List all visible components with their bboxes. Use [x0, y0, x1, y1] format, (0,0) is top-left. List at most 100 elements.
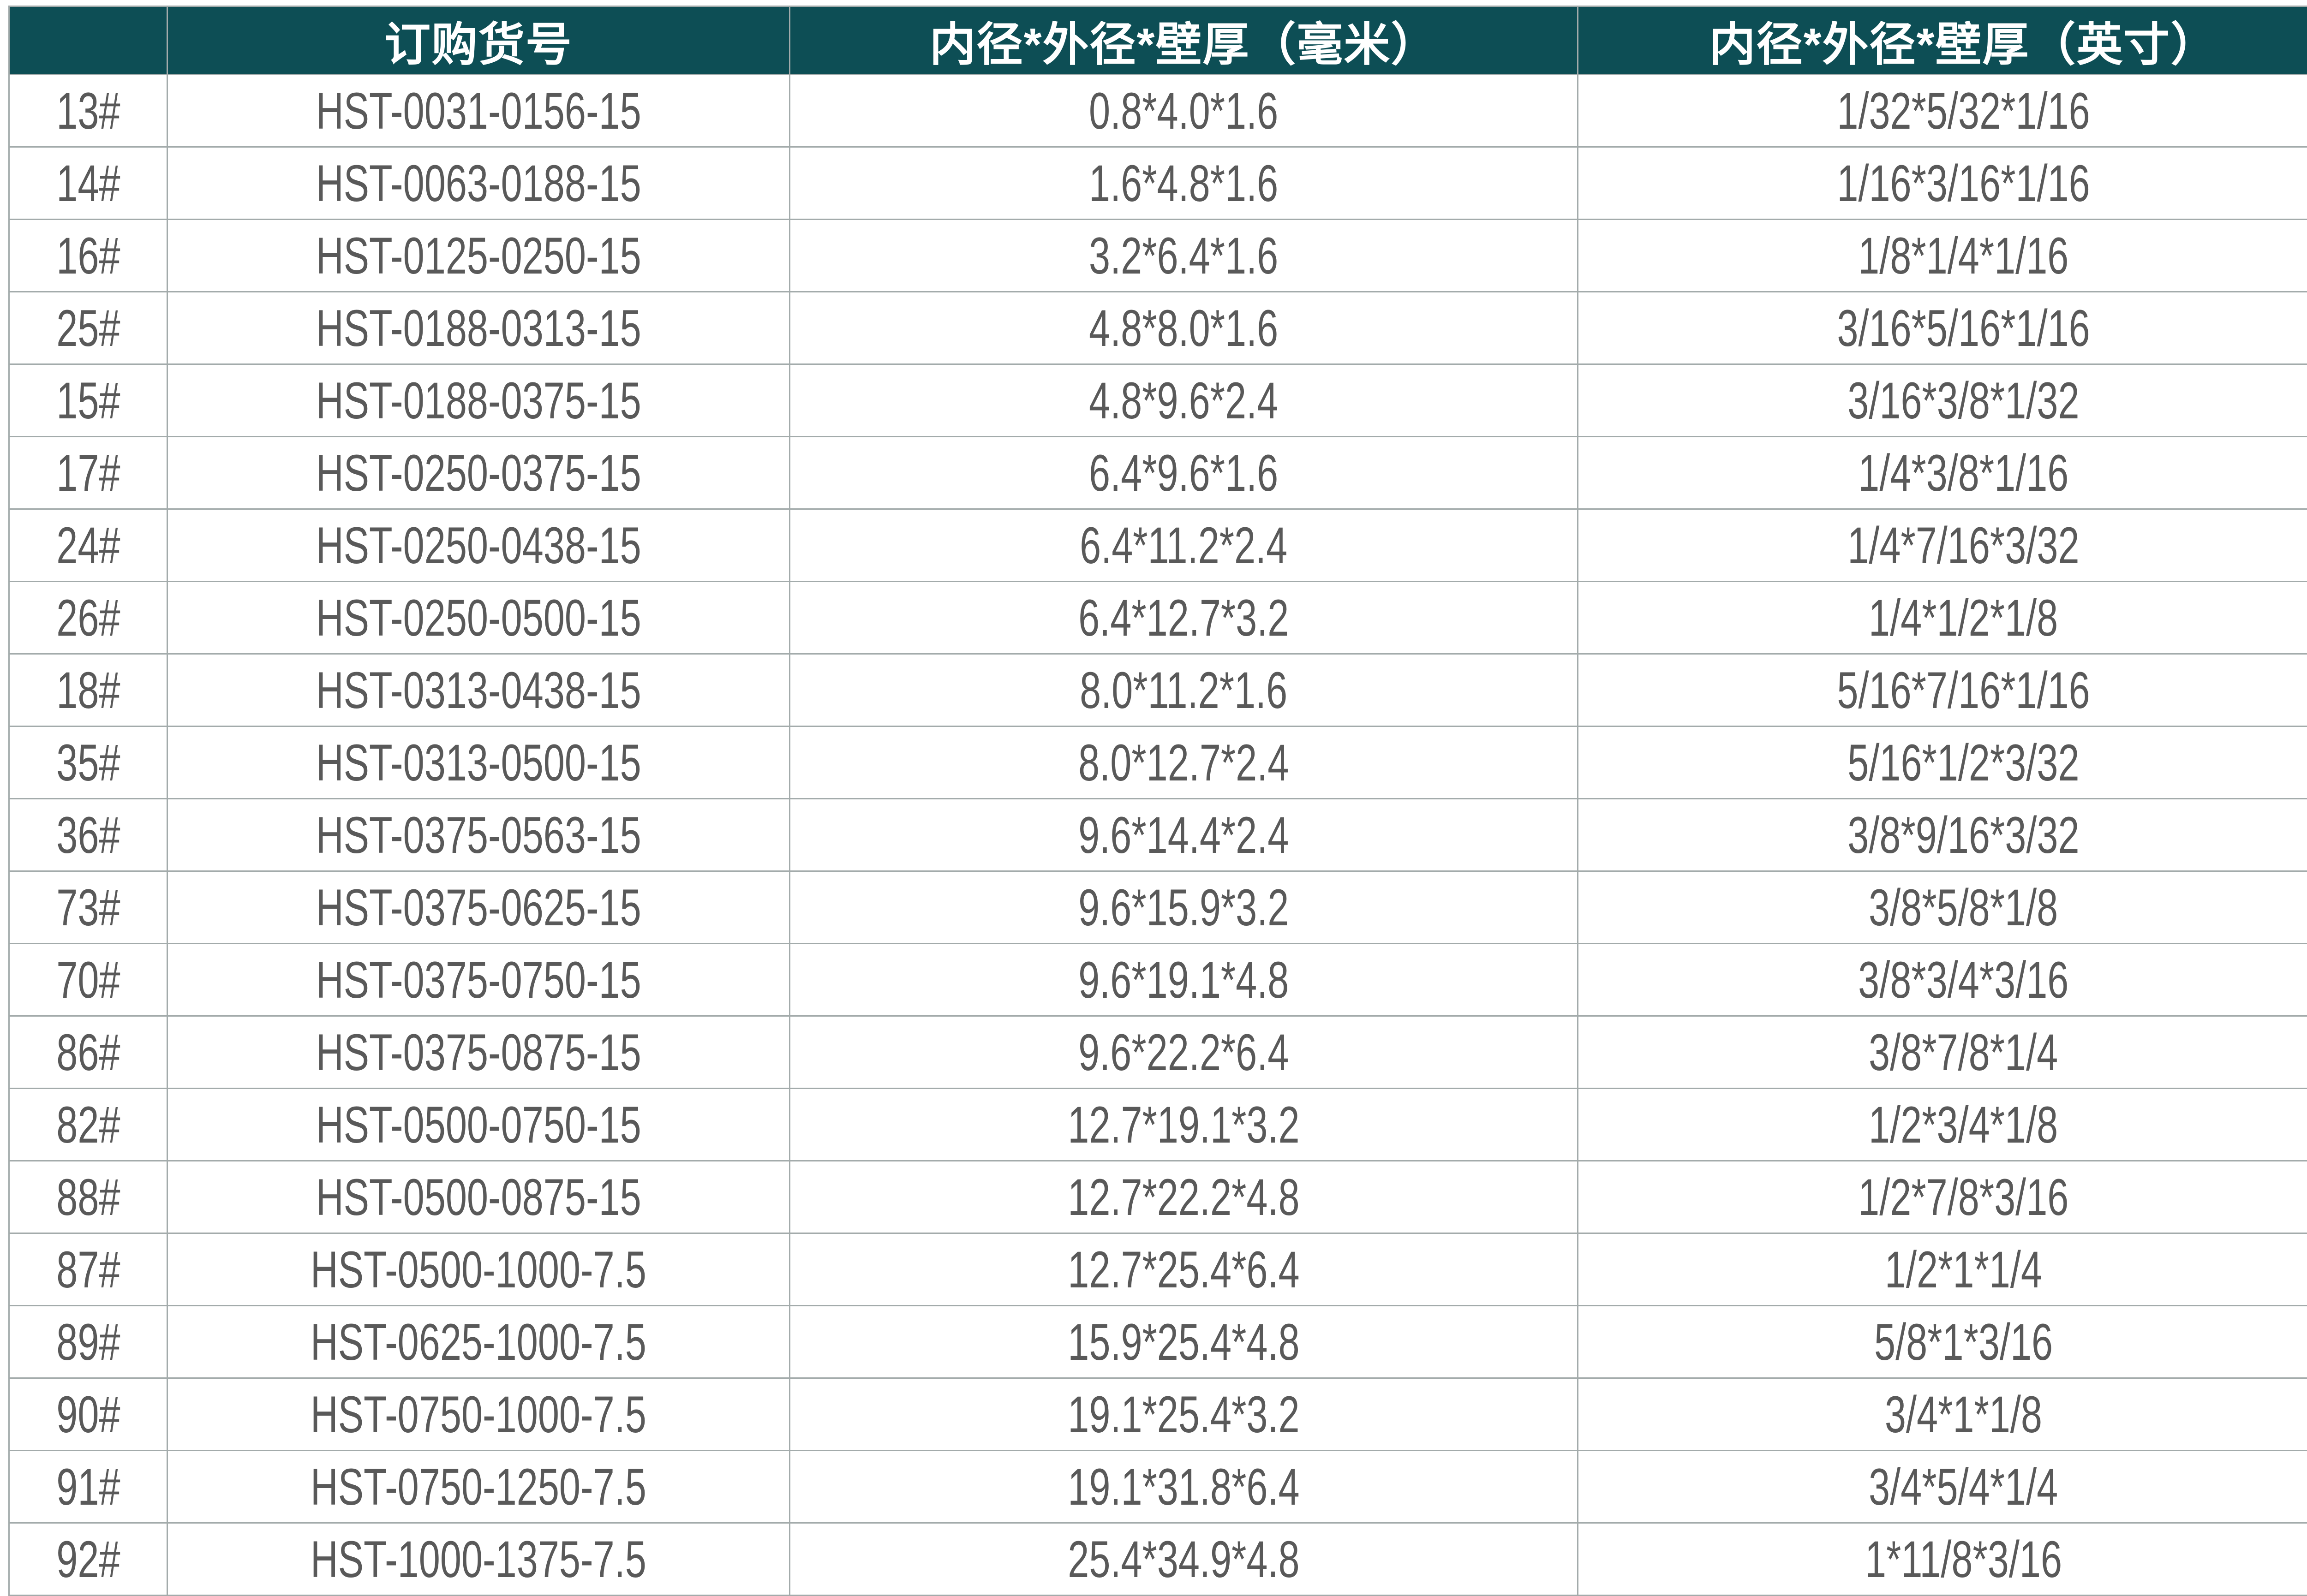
row-id: 90# [56, 1385, 120, 1444]
size-inch-value: 1/4*3/8*1/16 [1858, 443, 2068, 503]
row-id-cell: 73# [9, 871, 167, 944]
size-inch-value: 3/8*5/8*1/8 [1869, 878, 2058, 937]
row-id: 73# [56, 878, 120, 937]
order-code-cell: HST-0313-0500-15 [167, 727, 790, 799]
order-code: HST-0500-0875-15 [316, 1167, 641, 1227]
size-inch-cell: 3/8*5/8*1/8 [1578, 871, 2307, 944]
order-code: HST-0375-0875-15 [316, 1023, 641, 1082]
row-id: 25# [56, 298, 120, 358]
size-mm-value: 0.8*4.0*1.6 [1089, 81, 1278, 141]
size-inch-value: 5/16*7/16*1/16 [1837, 661, 2090, 720]
size-inch-cell: 1*11/8*3/16 [1578, 1523, 2307, 1596]
table-row: 86# HST-0375-0875-15 9.6*22.2*6.4 3/8*7/… [9, 1016, 2307, 1089]
order-code-cell: HST-0250-0438-15 [167, 509, 790, 582]
size-mm-value: 4.8*9.6*2.4 [1089, 371, 1278, 430]
row-id: 82# [56, 1095, 120, 1155]
size-inch-cell: 3/16*3/8*1/32 [1578, 364, 2307, 437]
size-mm-value: 9.6*14.4*2.4 [1078, 805, 1289, 865]
order-code-cell: HST-0125-0250-15 [167, 220, 790, 292]
table-row: 87# HST-0500-1000-7.5 12.7*25.4*6.4 1/2*… [9, 1233, 2307, 1306]
row-id-cell: 88# [9, 1161, 167, 1233]
size-mm-cell: 19.1*25.4*3.2 [790, 1378, 1578, 1451]
column-header-order-code: 订购货号 [167, 6, 790, 75]
size-mm-cell: 8.0*12.7*2.4 [790, 727, 1578, 799]
size-mm-value: 6.4*11.2*2.4 [1080, 516, 1287, 575]
size-mm-value: 1.6*4.8*1.6 [1089, 154, 1278, 213]
size-mm-value: 4.8*8.0*1.6 [1089, 298, 1278, 358]
size-mm-cell: 15.9*25.4*4.8 [790, 1306, 1578, 1378]
size-inch-value: 1/2*1*1/4 [1885, 1240, 2042, 1299]
order-code: HST-0750-1000-7.5 [311, 1385, 646, 1444]
table-row: 91# HST-0750-1250-7.5 19.1*31.8*6.4 3/4*… [9, 1451, 2307, 1523]
row-id-cell: 18# [9, 654, 167, 727]
order-code: HST-0188-0375-15 [316, 371, 641, 430]
size-inch-value: 3/4*5/4*1/4 [1869, 1457, 2058, 1517]
table-row: 90# HST-0750-1000-7.5 19.1*25.4*3.2 3/4*… [9, 1378, 2307, 1451]
table-row: 35# HST-0313-0500-15 8.0*12.7*2.4 5/16*1… [9, 727, 2307, 799]
size-inch-cell: 3/4*1*1/8 [1578, 1378, 2307, 1451]
size-mm-value: 8.0*12.7*2.4 [1078, 733, 1289, 792]
order-code: HST-0375-0750-15 [316, 950, 641, 1010]
row-id-cell: 15# [9, 364, 167, 437]
table-row: 36# HST-0375-0563-15 9.6*14.4*2.4 3/8*9/… [9, 799, 2307, 871]
size-inch-cell: 1/32*5/32*1/16 [1578, 75, 2307, 147]
size-mm-value: 9.6*15.9*3.2 [1078, 878, 1289, 937]
table-row: 15# HST-0188-0375-15 4.8*9.6*2.4 3/16*3/… [9, 364, 2307, 437]
order-code-cell: HST-0188-0375-15 [167, 364, 790, 437]
row-id: 89# [56, 1312, 120, 1372]
size-inch-value: 3/8*7/8*1/4 [1869, 1023, 2058, 1082]
order-code-cell: HST-0031-0156-15 [167, 75, 790, 147]
order-code-cell: HST-0250-0500-15 [167, 582, 790, 654]
size-inch-cell: 5/16*1/2*3/32 [1578, 727, 2307, 799]
size-mm-cell: 1.6*4.8*1.6 [790, 147, 1578, 220]
order-code: HST-0750-1250-7.5 [311, 1457, 646, 1517]
row-id: 16# [56, 226, 120, 286]
row-id: 86# [56, 1023, 120, 1082]
row-id: 24# [56, 516, 120, 575]
table-row: 14# HST-0063-0188-15 1.6*4.8*1.6 1/16*3/… [9, 147, 2307, 220]
order-code-cell: HST-1000-1375-7.5 [167, 1523, 790, 1596]
row-id-cell: 89# [9, 1306, 167, 1378]
row-id-cell: 17# [9, 437, 167, 509]
size-inch-cell: 5/8*1*3/16 [1578, 1306, 2307, 1378]
size-inch-cell: 3/8*3/4*3/16 [1578, 944, 2307, 1016]
size-mm-cell: 12.7*25.4*6.4 [790, 1233, 1578, 1306]
size-inch-cell: 5/16*7/16*1/16 [1578, 654, 2307, 727]
table-row: 17# HST-0250-0375-15 6.4*9.6*1.6 1/4*3/8… [9, 437, 2307, 509]
size-inch-value: 1/2*7/8*3/16 [1858, 1167, 2068, 1227]
order-code: HST-0313-0438-15 [316, 661, 641, 720]
size-mm-value: 6.4*9.6*1.6 [1089, 443, 1278, 503]
order-code: HST-0500-1000-7.5 [311, 1240, 646, 1299]
size-inch-value: 1/2*3/4*1/8 [1869, 1095, 2058, 1155]
order-code-cell: HST-0750-1000-7.5 [167, 1378, 790, 1451]
row-id-cell: 92# [9, 1523, 167, 1596]
row-id: 17# [56, 443, 120, 503]
row-id-cell: 86# [9, 1016, 167, 1089]
column-header-size-inch: 内径*外径*壁厚（英寸） [1578, 6, 2307, 75]
order-code-cell: HST-0375-0563-15 [167, 799, 790, 871]
size-mm-cell: 19.1*31.8*6.4 [790, 1451, 1578, 1523]
row-id-cell: 26# [9, 582, 167, 654]
table-row: 82# HST-0500-0750-15 12.7*19.1*3.2 1/2*3… [9, 1089, 2307, 1161]
size-inch-cell: 3/8*9/16*3/32 [1578, 799, 2307, 871]
order-code-cell: HST-0313-0438-15 [167, 654, 790, 727]
header-row: 订购货号 内径*外径*壁厚（毫米） 内径*外径*壁厚（英寸） [9, 6, 2307, 75]
size-inch-cell: 1/16*3/16*1/16 [1578, 147, 2307, 220]
size-mm-value: 19.1*31.8*6.4 [1068, 1457, 1299, 1517]
size-mm-cell: 9.6*14.4*2.4 [790, 799, 1578, 871]
table-row: 25# HST-0188-0313-15 4.8*8.0*1.6 3/16*5/… [9, 292, 2307, 364]
size-inch-cell: 1/2*7/8*3/16 [1578, 1161, 2307, 1233]
size-mm-cell: 9.6*15.9*3.2 [790, 871, 1578, 944]
table-row: 89# HST-0625-1000-7.5 15.9*25.4*4.8 5/8*… [9, 1306, 2307, 1378]
order-code-cell: HST-0250-0375-15 [167, 437, 790, 509]
table-body: 13# HST-0031-0156-15 0.8*4.0*1.6 1/32*5/… [9, 75, 2307, 1596]
order-code-cell: HST-0375-0875-15 [167, 1016, 790, 1089]
size-mm-value: 25.4*34.9*4.8 [1068, 1530, 1299, 1589]
product-spec-table: 订购货号 内径*外径*壁厚（毫米） 内径*外径*壁厚（英寸） 13# HST-0… [8, 6, 2307, 1596]
size-mm-value: 9.6*19.1*4.8 [1078, 950, 1289, 1010]
size-mm-cell: 9.6*19.1*4.8 [790, 944, 1578, 1016]
row-id: 35# [56, 733, 120, 792]
column-header-size-mm: 内径*外径*壁厚（毫米） [790, 6, 1578, 75]
order-code: HST-0063-0188-15 [316, 154, 641, 213]
order-code-cell: HST-0500-0875-15 [167, 1161, 790, 1233]
